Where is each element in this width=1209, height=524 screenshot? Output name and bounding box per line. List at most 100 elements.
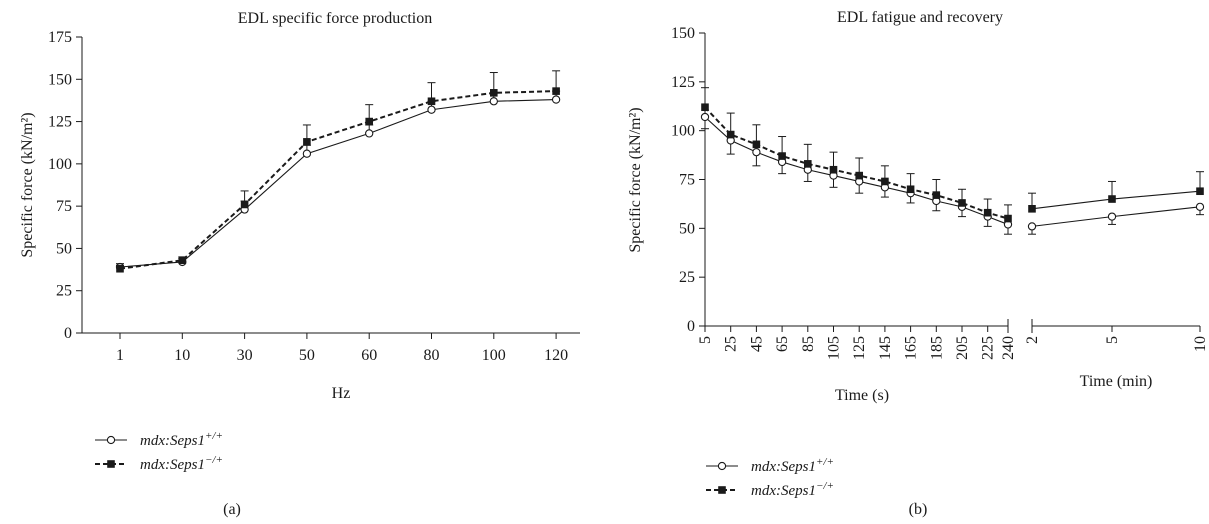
data-point — [427, 97, 436, 106]
x-tick-label: 125 — [851, 336, 868, 360]
x-axis-label: Hz — [332, 385, 351, 402]
legend-superscript: −/+ — [205, 454, 223, 466]
x-tick-label: 5 — [697, 336, 714, 344]
y-tick-label: 50 — [679, 220, 695, 237]
legend-item: mdx:Seps1−/+ — [95, 454, 223, 473]
legend-superscript: −/+ — [816, 480, 834, 492]
y-tick-label: 125 — [671, 74, 695, 91]
x-tick-label: 225 — [980, 336, 997, 360]
legend-marker — [106, 435, 116, 445]
legend-superscript: +/+ — [816, 456, 834, 468]
data-point — [804, 160, 812, 168]
chart-title: EDL specific force production — [238, 10, 432, 27]
data-point — [700, 112, 710, 122]
data-point — [116, 264, 124, 273]
x-tick-label: 45 — [748, 336, 765, 352]
x-tick-label: 60 — [361, 347, 377, 364]
panel-label: (b) — [909, 501, 928, 518]
series-line — [1031, 190, 1201, 210]
data-point — [829, 165, 838, 174]
y-tick-label: 150 — [48, 71, 72, 88]
legend-marker — [718, 486, 726, 494]
data-point — [240, 200, 249, 209]
data-point — [881, 177, 889, 186]
x-tick-label: 100 — [482, 347, 506, 364]
data-point — [1028, 205, 1036, 213]
y-tick-label: 25 — [56, 283, 72, 300]
x-tick-label: 205 — [954, 336, 971, 360]
x-tick-label: 120 — [544, 347, 568, 364]
y-axis-label: Specific force (kN/m²) — [19, 112, 36, 257]
series-heterozygous — [116, 70, 561, 273]
y-axis-label: Specific force (kN/m²) — [627, 107, 644, 252]
x-tick-label: 65 — [774, 336, 791, 352]
data-point — [855, 171, 863, 180]
legend-marker — [717, 461, 727, 471]
x-tick-label: 185 — [928, 336, 945, 360]
data-point — [1027, 222, 1037, 231]
data-point — [932, 191, 941, 199]
y-tick-label: 125 — [48, 114, 72, 131]
x-axis-label-fatigue: Time (s) — [835, 387, 889, 404]
x-tick-label: 165 — [903, 336, 920, 360]
y-tick-label: 0 — [64, 325, 72, 342]
data-point — [726, 130, 735, 139]
data-point — [1107, 212, 1117, 221]
y-tick-label: 75 — [679, 172, 695, 189]
data-point — [958, 199, 966, 207]
data-point — [490, 89, 498, 97]
legend-label-text: mdx:Seps1 — [751, 459, 816, 475]
x-axis-label-recovery: Time (min) — [1080, 373, 1153, 390]
data-point — [302, 149, 312, 158]
data-point — [427, 105, 436, 114]
x-tick-label: 10 — [174, 347, 190, 364]
x-tick-label: 25 — [723, 336, 740, 352]
legend-label: mdx:Seps1−/+ — [751, 480, 834, 499]
y-tick-label: 175 — [48, 29, 72, 46]
y-tick-label: 50 — [56, 240, 72, 257]
y-tick-label: 100 — [671, 123, 695, 140]
legend-label-text: mdx:Seps1 — [751, 483, 816, 499]
x-tick-label: 50 — [299, 347, 315, 364]
data-point — [552, 87, 560, 95]
legend-superscript: +/+ — [205, 430, 223, 442]
data-point — [365, 117, 373, 126]
series-line — [119, 99, 557, 268]
x-tick-label: 1 — [116, 347, 124, 364]
legend-marker — [107, 460, 115, 468]
x-tick-label: 2 — [1024, 336, 1041, 344]
recovery-series-heterozygous — [1028, 171, 1204, 213]
legend-item: mdx:Seps1+/+ — [706, 456, 834, 475]
x-tick-label: 80 — [424, 347, 440, 364]
data-point — [752, 140, 761, 149]
data-point — [983, 208, 992, 217]
fatigue-series-wildtype — [700, 112, 1013, 235]
data-point — [1004, 214, 1012, 223]
data-point — [752, 148, 761, 157]
data-point — [365, 129, 374, 138]
series-wildtype — [115, 90, 561, 272]
recovery-series-wildtype — [1027, 202, 1205, 235]
y-tick-label: 25 — [679, 269, 695, 286]
legend-item: mdx:Seps1−/+ — [706, 480, 834, 499]
y-tick-label: 150 — [671, 25, 695, 42]
legend-label: mdx:Seps1+/+ — [140, 430, 223, 449]
legend-label-text: mdx:Seps1 — [140, 457, 205, 473]
chart-title: EDL fatigue and recovery — [837, 9, 1003, 26]
y-tick-label: 75 — [56, 198, 72, 215]
data-point — [551, 95, 561, 104]
data-point — [1196, 187, 1204, 196]
data-point — [701, 103, 709, 112]
x-tick-label: 30 — [237, 347, 253, 364]
x-tick-label: 85 — [800, 336, 817, 352]
data-point — [778, 152, 786, 160]
panel-a: EDL specific force production 0 25 50 75 100 1… — [19, 10, 580, 518]
panel-label: (a) — [223, 501, 241, 518]
data-point — [303, 138, 311, 146]
series-line — [119, 90, 557, 270]
x-tick-label: 5 — [1104, 336, 1121, 344]
x-tick-label: 145 — [877, 336, 894, 360]
x-tick-label: 240 — [1000, 336, 1017, 360]
data-point — [489, 97, 498, 106]
